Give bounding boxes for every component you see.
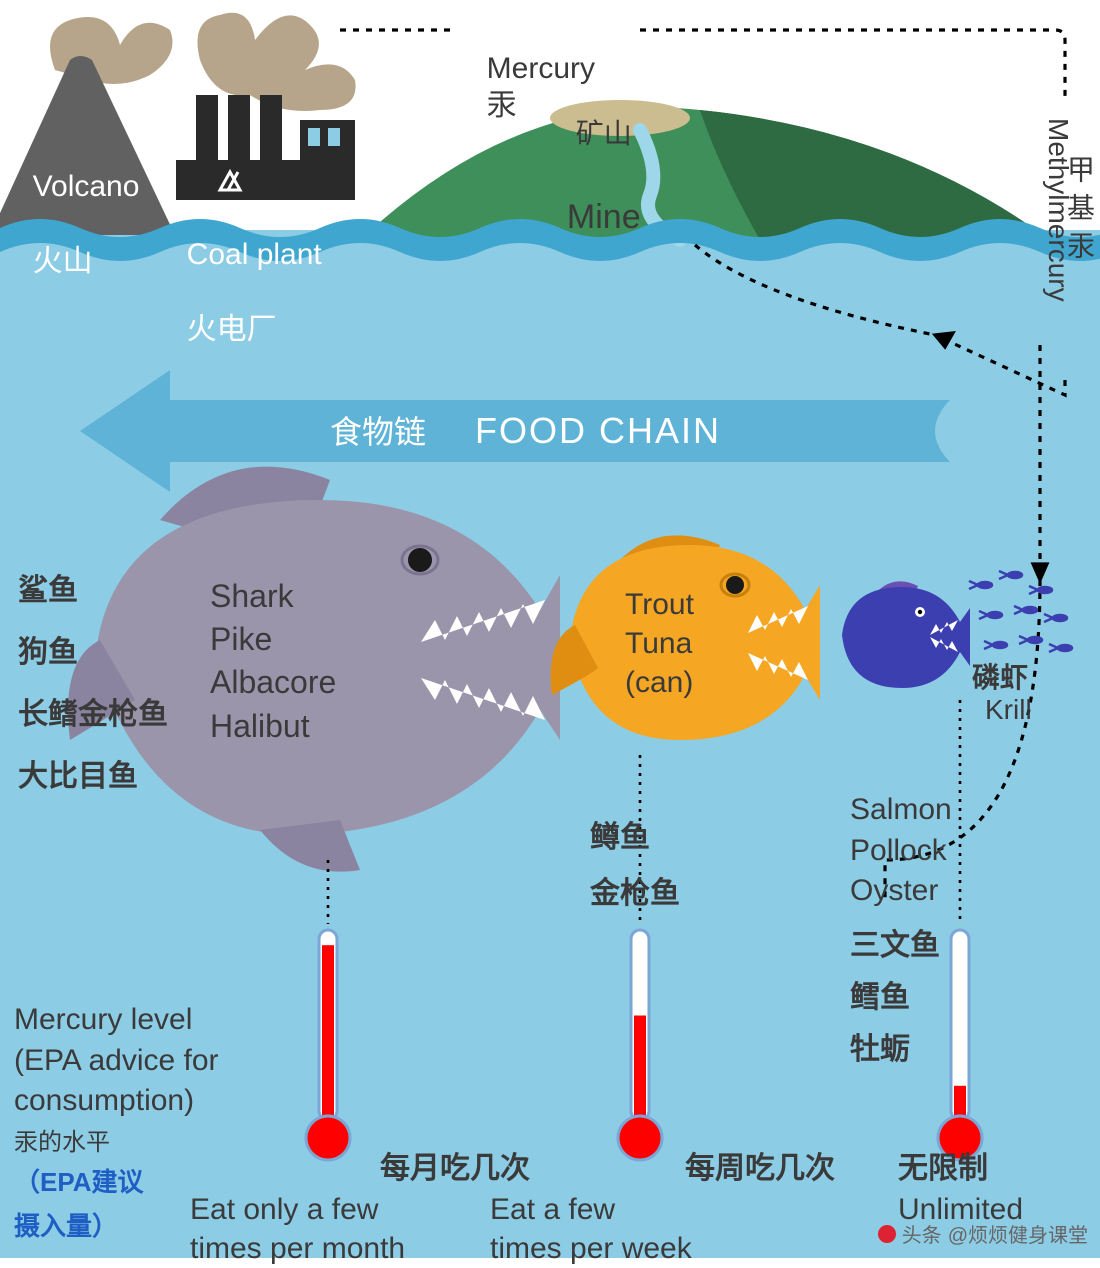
mercury-label: Mercury 汞 [470, 12, 595, 125]
small-species-en: Salmon Pollock Oyster [850, 790, 952, 912]
foodchain-en: FOOD CHAIN [475, 408, 721, 453]
large-species-en: Shark Pike Albacore Halibut [210, 575, 336, 748]
coalplant-cn: 火电厂 [187, 313, 277, 346]
mine-en: Mine [567, 198, 641, 236]
thermometer-2 [938, 700, 982, 1160]
mercury-en: Mercury [487, 52, 595, 85]
advice-title-cn2: （EPA建议 [14, 1166, 144, 1199]
krill-swarm [969, 571, 1072, 652]
watermark-text: @烦烦健身课堂 [948, 1219, 1088, 1248]
volcano-en: Volcano [33, 170, 140, 203]
coalplant-en: Coal plant [187, 238, 322, 271]
small-species-cn: 三文鱼 鳕鱼 牡蛎 [850, 920, 940, 1076]
krill-cn: 磷虾 [972, 660, 1028, 695]
watermark: 头条 @烦烦健身课堂 [878, 1219, 1088, 1248]
methylmercury-cn: 甲基汞 [1062, 155, 1097, 269]
watermark-prefix: 头条 [902, 1219, 942, 1248]
coalplant-label: Coal plant 火电厂 [170, 198, 322, 348]
large-species-cn: 鲨鱼 狗鱼 长鳍金枪鱼 大比目鱼 [18, 560, 168, 808]
mine-hill [360, 100, 1050, 240]
advice-title-cn3: 摄入量） [14, 1210, 118, 1243]
advice-en-0: Eat only a few times per month [190, 1190, 405, 1268]
advice-cn-1: 每周吃几次 [685, 1150, 835, 1188]
advice-en-1: Eat a few times per week [490, 1190, 692, 1268]
watermark-icon [878, 1225, 896, 1243]
advice-title-cn1: 汞的水平 [14, 1128, 110, 1158]
medium-species-en: Trout Tuna (can) [625, 585, 694, 702]
volcano-cn: 火山 [33, 245, 93, 278]
thermometer-0 [306, 860, 350, 1160]
foodchain-cn: 食物链 [330, 412, 426, 452]
advice-title-en: Mercury level (EPA advice for consumptio… [14, 1000, 219, 1122]
krill-en: Krill [985, 692, 1032, 727]
advice-cn-0: 每月吃几次 [380, 1150, 530, 1188]
mercury-cn: 汞 [487, 89, 517, 122]
advice-cn-2: 无限制 [898, 1150, 988, 1188]
volcano-label: Volcano 火山 [16, 130, 139, 280]
coal-plant-shape [176, 13, 356, 200]
small-fish [842, 581, 970, 688]
medium-species-cn: 鳟鱼 金枪鱼 [590, 810, 680, 922]
